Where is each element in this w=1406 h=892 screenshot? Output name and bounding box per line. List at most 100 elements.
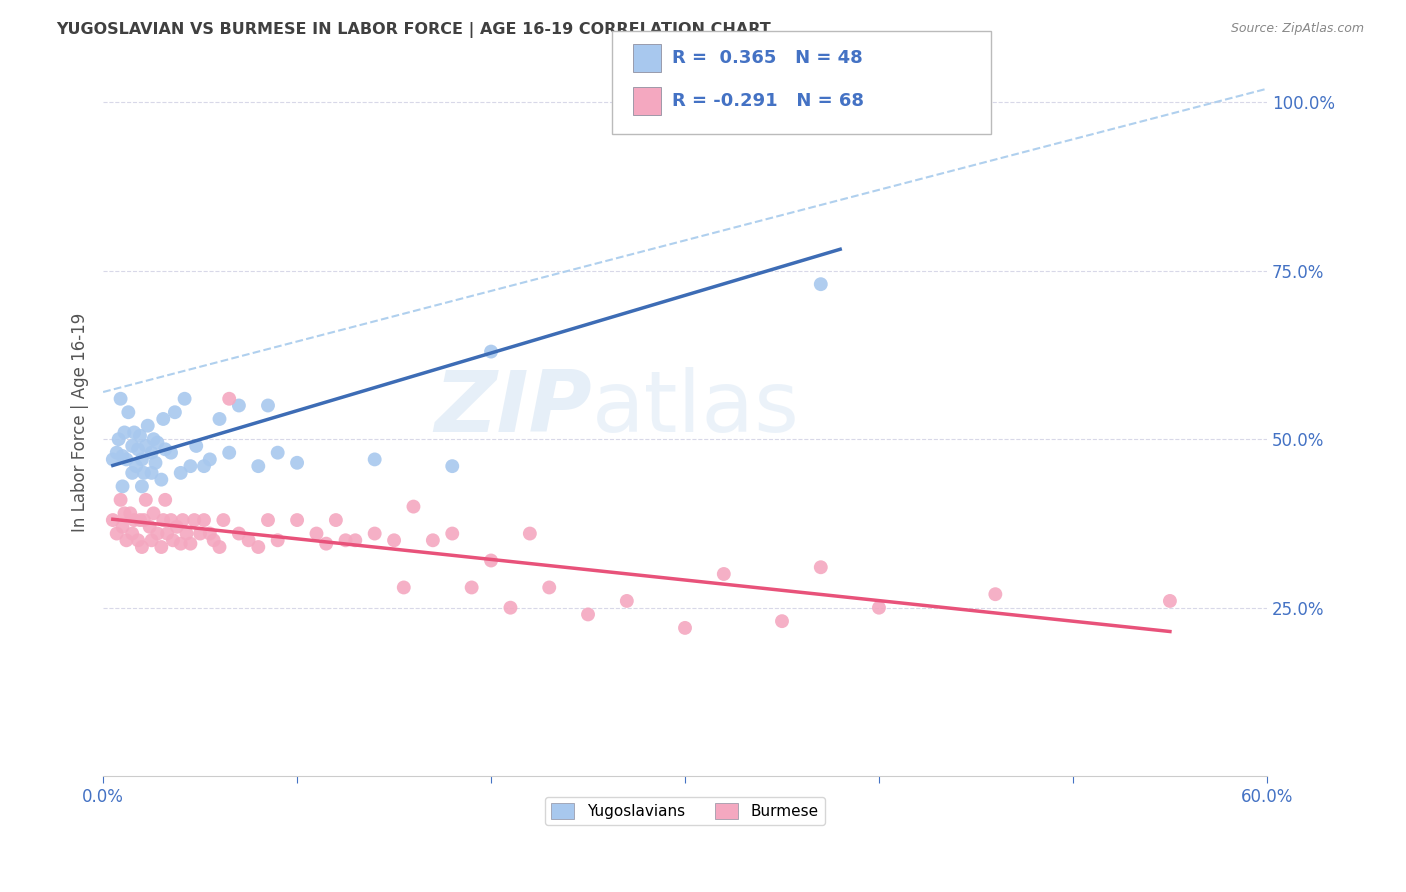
Point (392, 581, 415, 595)
Point (101, 452, 124, 467)
Point (830, 115, 852, 129)
Point (315, 536, 337, 550)
Point (538, 581, 561, 595)
Point (132, 466, 155, 480)
Point (382, 533, 405, 548)
Point (170, 536, 193, 550)
Point (267, 533, 290, 548)
Point (152, 412, 174, 426)
Point (115, 533, 138, 548)
Point (179, 459, 201, 474)
Text: atlas: atlas (592, 367, 800, 450)
Point (460, 581, 482, 595)
Point (131, 479, 153, 493)
Point (479, 553, 502, 567)
Text: R = -0.291   N = 68: R = -0.291 N = 68 (672, 92, 865, 110)
Point (1159, 594, 1181, 608)
Text: YUGOSLAVIAN VS BURMESE IN LABOR FORCE | AGE 16-19 CORRELATION CHART: YUGOSLAVIAN VS BURMESE IN LABOR FORCE | … (56, 22, 770, 38)
Point (257, 513, 280, 527)
Point (363, 526, 385, 541)
Point (422, 533, 444, 548)
Point (228, 399, 250, 413)
Point (135, 439, 157, 453)
Point (141, 445, 163, 459)
Point (179, 536, 201, 550)
Point (984, 587, 1007, 601)
Text: ZIP: ZIP (434, 367, 592, 450)
Point (156, 526, 179, 541)
Point (212, 513, 235, 527)
Point (208, 412, 231, 426)
Point (810, 560, 832, 574)
Point (247, 540, 270, 554)
Point (150, 540, 173, 554)
Point (121, 439, 143, 453)
Point (110, 492, 132, 507)
Point (267, 445, 290, 459)
Point (305, 526, 328, 541)
Point (186, 439, 208, 453)
Point (142, 506, 165, 520)
Point (183, 513, 205, 527)
Point (132, 513, 155, 527)
Point (131, 540, 153, 554)
Point (344, 533, 367, 548)
Point (141, 466, 163, 480)
Text: Source: ZipAtlas.com: Source: ZipAtlas.com (1230, 22, 1364, 36)
Point (810, 277, 832, 292)
Point (257, 399, 280, 413)
Point (114, 425, 136, 440)
Point (228, 526, 250, 541)
Point (499, 600, 522, 615)
Point (173, 392, 195, 406)
Point (150, 473, 173, 487)
Point (129, 429, 152, 443)
Point (105, 526, 128, 541)
Point (122, 425, 145, 440)
Point (202, 533, 225, 548)
Point (770, 614, 793, 628)
Point (519, 526, 541, 541)
Point (153, 492, 176, 507)
Point (117, 405, 139, 419)
Legend: Yugoslavians, Burmese: Yugoslavians, Burmese (546, 797, 825, 825)
Point (170, 466, 193, 480)
Point (163, 405, 186, 419)
Point (198, 526, 221, 541)
Point (111, 479, 134, 493)
Point (138, 520, 160, 534)
Point (127, 442, 149, 457)
Point (121, 466, 143, 480)
Point (122, 513, 145, 527)
Point (162, 533, 184, 548)
Point (441, 459, 464, 474)
Point (115, 452, 138, 467)
Point (247, 459, 270, 474)
Point (121, 526, 143, 541)
Point (135, 492, 157, 507)
Point (176, 526, 198, 541)
Point (576, 607, 599, 622)
Point (402, 500, 425, 514)
Text: R =  0.365   N = 48: R = 0.365 N = 48 (672, 49, 863, 67)
Point (107, 432, 129, 446)
Point (131, 452, 153, 467)
Point (208, 540, 231, 554)
Point (172, 513, 194, 527)
Point (363, 452, 385, 467)
Point (441, 526, 464, 541)
Point (325, 513, 347, 527)
Point (218, 445, 240, 459)
Point (166, 520, 188, 534)
Point (188, 526, 211, 541)
Point (142, 432, 165, 446)
Point (129, 513, 152, 527)
Point (193, 513, 215, 527)
Point (152, 513, 174, 527)
Point (146, 526, 169, 541)
Point (218, 392, 240, 406)
Point (146, 435, 169, 450)
Point (335, 533, 357, 548)
Point (198, 452, 221, 467)
Point (136, 418, 159, 433)
